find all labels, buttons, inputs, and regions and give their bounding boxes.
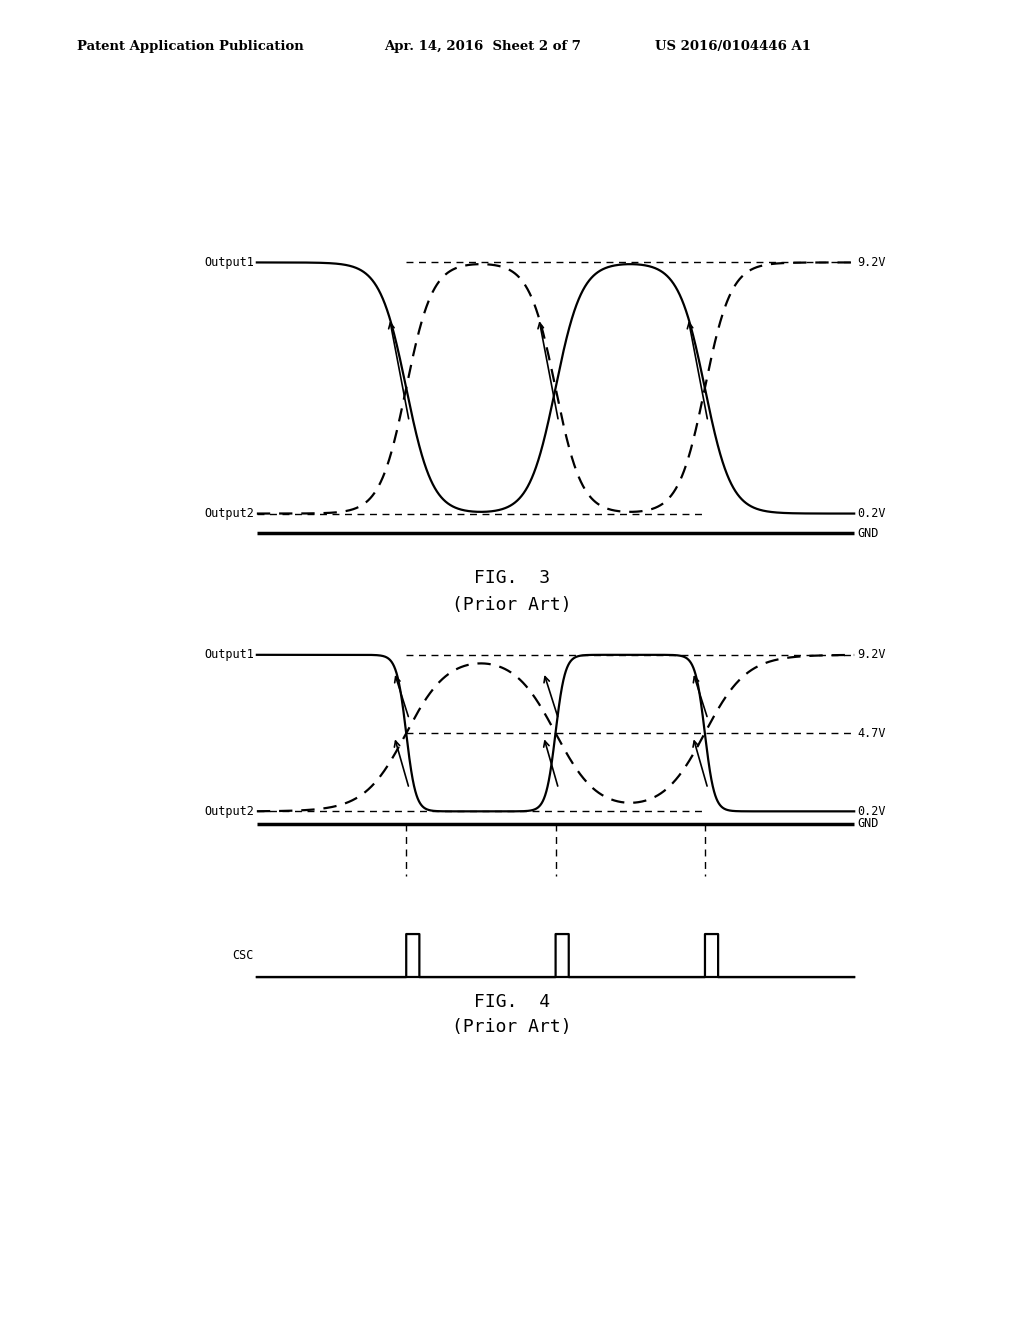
Text: (Prior Art): (Prior Art): [453, 595, 571, 614]
Text: 0.2V: 0.2V: [857, 805, 886, 818]
Text: US 2016/0104446 A1: US 2016/0104446 A1: [655, 40, 811, 53]
Text: Apr. 14, 2016  Sheet 2 of 7: Apr. 14, 2016 Sheet 2 of 7: [384, 40, 581, 53]
Text: 4.7V: 4.7V: [857, 726, 886, 739]
Text: 9.2V: 9.2V: [857, 648, 886, 661]
Text: GND: GND: [857, 527, 879, 540]
Text: Patent Application Publication: Patent Application Publication: [77, 40, 303, 53]
Text: (Prior Art): (Prior Art): [453, 1018, 571, 1036]
Text: Output1: Output1: [204, 256, 254, 269]
Text: 0.2V: 0.2V: [857, 507, 886, 520]
Text: CSC: CSC: [232, 949, 254, 962]
Text: FIG.  4: FIG. 4: [474, 993, 550, 1011]
Text: GND: GND: [857, 817, 879, 830]
Text: FIG.  3: FIG. 3: [474, 569, 550, 587]
Text: Output2: Output2: [204, 805, 254, 818]
Text: Output1: Output1: [204, 648, 254, 661]
Text: Output2: Output2: [204, 507, 254, 520]
Text: 9.2V: 9.2V: [857, 256, 886, 269]
